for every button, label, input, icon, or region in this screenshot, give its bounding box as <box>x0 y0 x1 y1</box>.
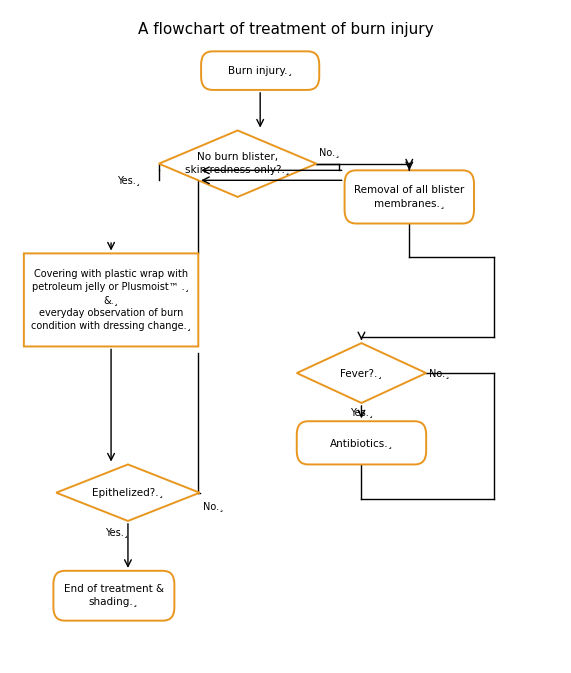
FancyBboxPatch shape <box>201 51 319 90</box>
Text: No.¸: No.¸ <box>203 501 223 511</box>
Text: No.¸: No.¸ <box>429 368 450 378</box>
Text: Burn injury.¸: Burn injury.¸ <box>228 66 292 75</box>
Text: A flowchart of treatment of burn injury: A flowchart of treatment of burn injury <box>138 22 433 37</box>
Text: End of treatment &
shading.¸: End of treatment & shading.¸ <box>64 584 164 607</box>
Polygon shape <box>56 464 200 521</box>
Polygon shape <box>159 131 316 197</box>
Text: Covering with plastic wrap with
petroleum jelly or Plusmoist™ .¸
&.¸
everyday ob: Covering with plastic wrap with petroleu… <box>31 269 191 331</box>
Text: Antibiotics.¸: Antibiotics.¸ <box>329 438 393 448</box>
Text: Yes.¸: Yes.¸ <box>116 175 140 185</box>
FancyBboxPatch shape <box>297 421 426 464</box>
Text: Fever?.¸: Fever?.¸ <box>340 368 383 378</box>
Text: Epithelized?.¸: Epithelized?.¸ <box>92 488 164 498</box>
FancyBboxPatch shape <box>54 571 174 621</box>
Polygon shape <box>297 343 426 403</box>
Text: Yes.¸: Yes.¸ <box>350 407 374 417</box>
Text: No.¸: No.¸ <box>319 147 340 157</box>
Text: No burn blister,
skin redness only?.¸: No burn blister, skin redness only?.¸ <box>185 152 290 175</box>
FancyBboxPatch shape <box>24 254 198 347</box>
Text: Removal of all blister
membranes.¸: Removal of all blister membranes.¸ <box>354 185 464 209</box>
FancyBboxPatch shape <box>344 170 474 223</box>
Text: Yes.¸: Yes.¸ <box>106 528 129 538</box>
